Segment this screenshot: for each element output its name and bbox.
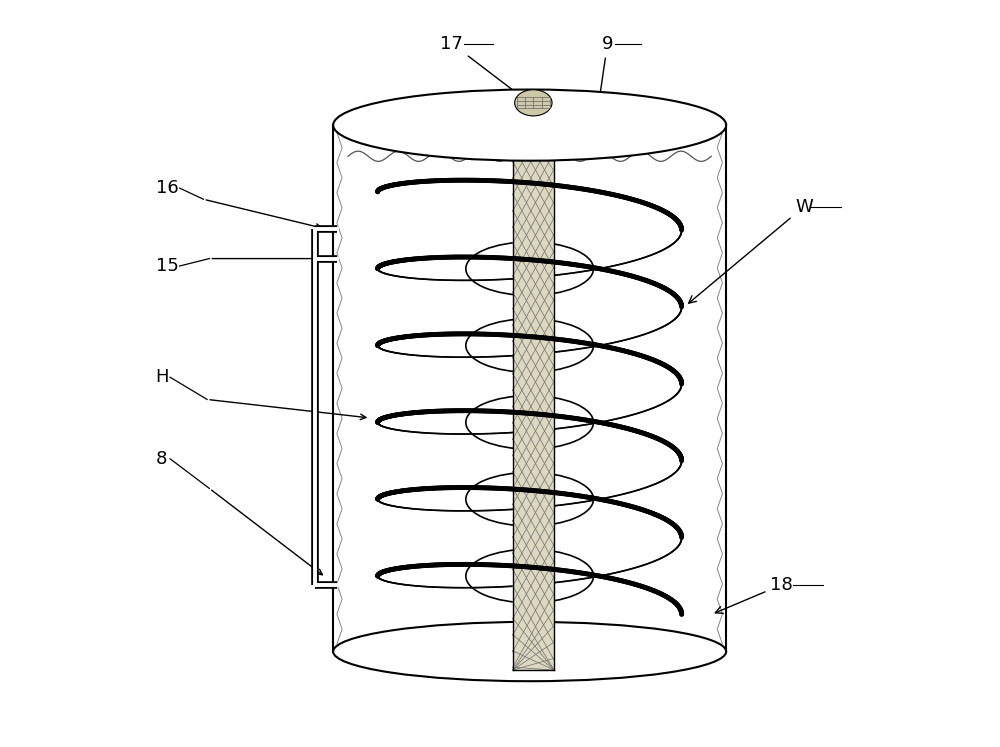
Text: 17: 17 — [440, 34, 526, 100]
Text: 9: 9 — [594, 34, 613, 115]
Ellipse shape — [333, 90, 726, 161]
Text: 15: 15 — [156, 257, 179, 275]
Polygon shape — [333, 125, 726, 681]
Text: 8: 8 — [156, 450, 168, 468]
Ellipse shape — [515, 90, 552, 116]
Text: H: H — [155, 368, 169, 386]
Text: W: W — [689, 198, 813, 303]
Polygon shape — [513, 111, 554, 670]
Text: 18: 18 — [715, 576, 793, 613]
Ellipse shape — [333, 622, 726, 681]
Polygon shape — [513, 111, 554, 670]
Text: 16: 16 — [156, 179, 179, 197]
